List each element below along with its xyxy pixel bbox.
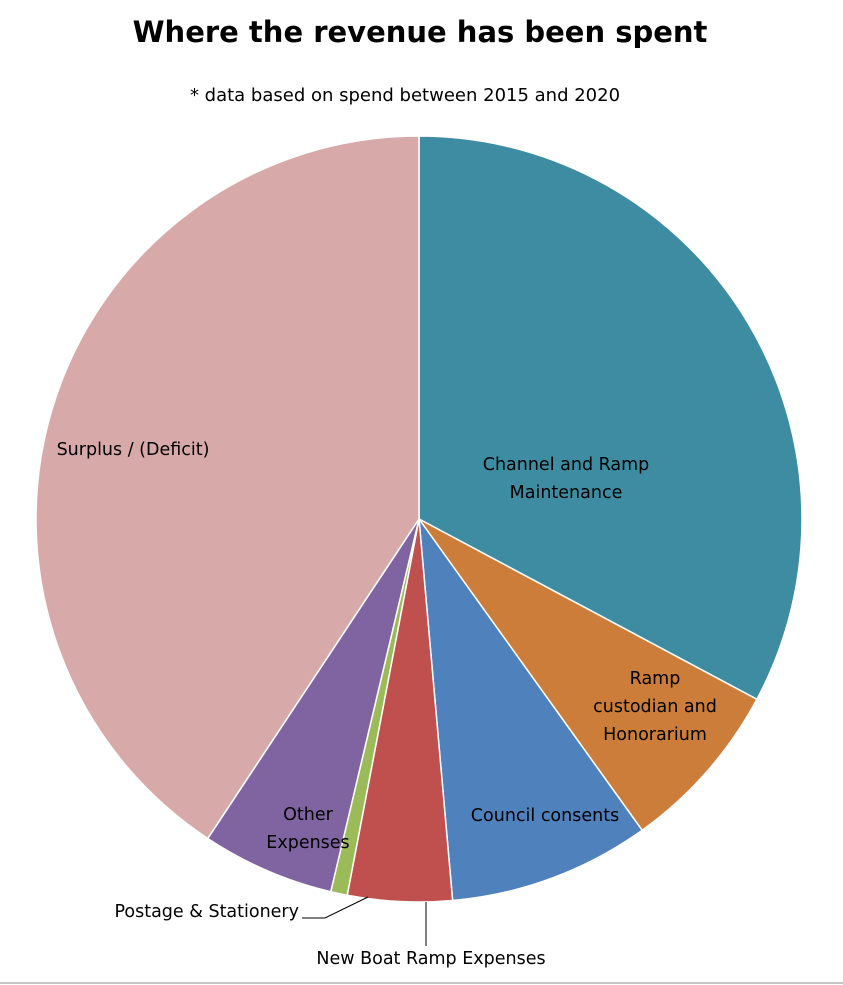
label-ramp-custodian-and-honorarium: Ramp custodian and Honorarium: [593, 669, 717, 745]
chart-subtitle: * data based on spend between 2015 and 2…: [190, 85, 620, 106]
leader-lines: [302, 896, 427, 946]
slice-channel-and-ramp-maintenance: [418, 135, 803, 701]
leader-line-postage-and-stationery: [302, 896, 369, 919]
chart-title: Where the revenue has been spent: [133, 15, 708, 49]
pie-slices: [35, 135, 803, 903]
slice-other-expenses: [206, 518, 420, 893]
label-postage-and-stationery: Postage & Stationery: [114, 902, 299, 922]
slice-ramp-custodian-and-honorarium: [418, 518, 758, 832]
label-channel-and-ramp-maintenance: Channel and Ramp Maintenance: [483, 455, 650, 503]
label-surplus-deficit: Surplus / (Deficit): [57, 440, 210, 460]
label-new-boat-ramp-expenses: New Boat Ramp Expenses: [316, 949, 545, 969]
slice-council-consents: [418, 518, 643, 902]
slice-labels: Channel and Ramp Maintenance Ramp custodian…: [57, 440, 717, 969]
slice-surplus-deficit: [35, 135, 420, 840]
label-other-expenses: Other Expenses: [266, 805, 349, 853]
label-council-consents: Council consents: [471, 806, 619, 826]
